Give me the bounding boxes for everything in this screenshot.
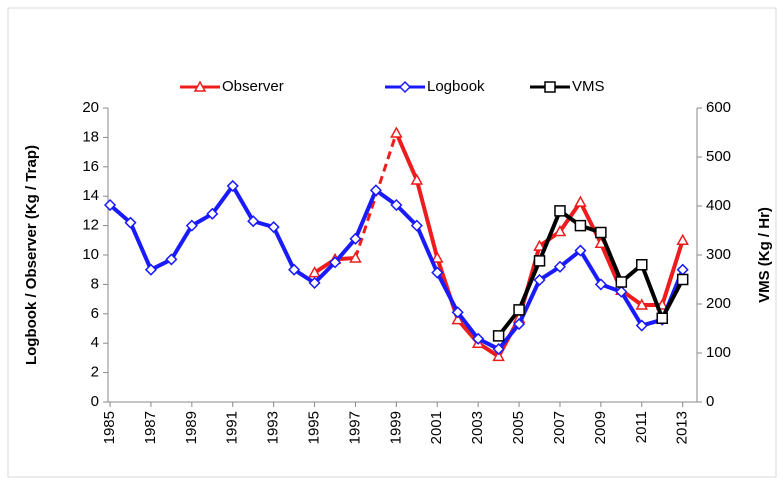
y-tick-label: 10 [82, 246, 99, 263]
data-point [349, 251, 362, 263]
data-point [451, 313, 464, 325]
y-axis-title: Logbook / Observer (Kg / Trap) [23, 145, 40, 365]
y2-tick-label: 0 [706, 393, 714, 410]
y-tick-label: 16 [82, 158, 99, 175]
data-point [492, 330, 505, 342]
x-tick-label: 1989 [183, 411, 200, 444]
y-tick-label: 8 [91, 275, 99, 292]
data-point [676, 273, 689, 286]
y-tick-label: 12 [82, 217, 99, 234]
data-point [595, 226, 607, 239]
y2-tick-label: 300 [706, 246, 731, 263]
data-point [328, 256, 342, 269]
y-tick-label: 6 [91, 305, 99, 322]
data-point [553, 224, 567, 237]
x-tick-label: 1995 [306, 411, 323, 444]
data-point [267, 221, 280, 234]
data-point [369, 184, 382, 197]
data-point [390, 198, 403, 212]
data-point [574, 195, 587, 207]
data-point [574, 219, 587, 232]
y2-tick-label: 600 [706, 99, 731, 116]
data-point [594, 278, 607, 291]
x-tick-label: 2005 [510, 411, 527, 444]
x-tick-label: 2001 [428, 411, 445, 444]
data-point [144, 263, 158, 276]
y2-tick-label: 400 [706, 197, 731, 214]
y2-tick-label: 500 [706, 148, 731, 165]
y2-axis-title: VMS (Kg / Hr) [756, 207, 773, 303]
data-point [103, 198, 117, 212]
data-point [410, 173, 424, 185]
data-point [656, 312, 668, 324]
data-point [533, 255, 546, 267]
x-tick-label: 2003 [469, 411, 486, 444]
x-tick-label: 2011 [633, 411, 650, 443]
data-point [492, 343, 505, 356]
data-point [533, 273, 546, 287]
data-point [533, 239, 546, 251]
data-point [615, 276, 628, 288]
data-point [635, 319, 648, 332]
y2-tick-label: 100 [706, 344, 731, 361]
data-point [431, 266, 444, 279]
data-point [288, 263, 301, 276]
series-line [497, 208, 685, 338]
x-tick-label: 1993 [265, 411, 282, 444]
data-point [472, 332, 485, 345]
legend-label: Logbook [427, 78, 485, 95]
y-tick-label: 18 [82, 128, 99, 145]
x-tick-label: 2009 [592, 411, 609, 444]
data-point [492, 349, 505, 362]
y-tick-label: 20 [82, 99, 99, 116]
y-tick-label: 14 [82, 187, 99, 204]
data-point [308, 266, 321, 278]
data-point [636, 259, 648, 271]
legend-label: Observer [222, 78, 284, 95]
data-point [554, 205, 566, 217]
x-tick-label: 1985 [101, 411, 118, 444]
legend-marker [193, 80, 207, 92]
data-point [451, 306, 464, 319]
data-point [513, 304, 525, 316]
data-point [185, 219, 198, 232]
data-point [676, 233, 689, 246]
x-tick-label: 1997 [346, 411, 363, 444]
y-tick-label: 2 [91, 364, 99, 381]
data-point [430, 251, 444, 263]
data-point [410, 219, 423, 232]
x-tick-label: 1987 [142, 411, 159, 444]
data-point [165, 253, 178, 266]
data-point [226, 179, 239, 192]
data-point [349, 232, 362, 245]
data-point [124, 216, 137, 229]
legend-marker [544, 81, 556, 93]
data-point [206, 207, 219, 220]
y2-tick-label: 200 [706, 295, 731, 312]
data-point [390, 126, 403, 138]
x-tick-label: 1991 [224, 411, 241, 444]
data-point [553, 260, 567, 273]
legend-label: VMS [572, 78, 605, 95]
data-point [615, 285, 628, 298]
x-tick-label: 2013 [674, 411, 691, 444]
data-point [247, 215, 260, 228]
y-tick-label: 4 [91, 334, 99, 351]
data-point [308, 276, 321, 289]
y-tick-label: 0 [91, 393, 99, 410]
data-point [635, 298, 649, 310]
legend-marker [398, 80, 412, 94]
chart-frame [7, 7, 777, 478]
data-point [513, 318, 526, 331]
x-tick-label: 1999 [387, 411, 404, 444]
x-tick-label: 2007 [551, 411, 568, 444]
data-point [574, 244, 587, 257]
